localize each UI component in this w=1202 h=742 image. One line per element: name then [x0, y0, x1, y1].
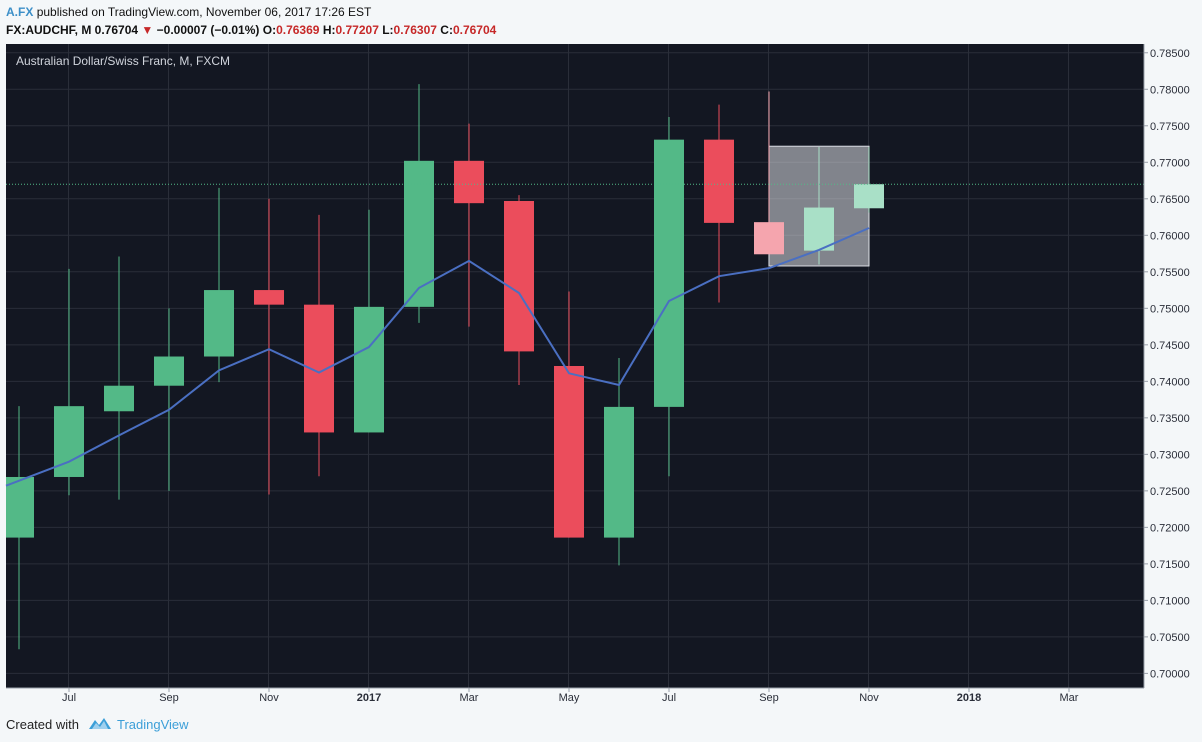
created-with-label: Created with: [6, 717, 79, 732]
moving-average-line: [5, 227, 870, 487]
tradingview-link[interactable]: TradingView: [117, 717, 189, 732]
candle-body: [604, 406, 634, 538]
price-tick-label: 0.71500: [1150, 559, 1190, 571]
footer: Created with TradingView: [0, 706, 1202, 742]
close-value: 0.76704: [452, 23, 497, 37]
candle-body: [754, 222, 784, 255]
candle-body: [804, 207, 834, 251]
price-tick-label: 0.77500: [1150, 121, 1190, 133]
time-tick-label: 2018: [957, 692, 981, 704]
price-tick-label: 0.76000: [1150, 230, 1190, 242]
pane-label: Australian Dollar/Swiss Franc, M, FXCM: [16, 54, 230, 68]
publish-line: A.FX published on TradingView.com, Novem…: [6, 5, 371, 19]
price-tick-label: 0.75500: [1150, 267, 1190, 279]
candle-body: [504, 200, 534, 352]
time-tick-label: May: [559, 692, 580, 704]
candle-body: [154, 356, 184, 386]
candle-body: [104, 385, 134, 412]
last-price: 0.76704: [94, 23, 139, 37]
candle: [504, 195, 534, 385]
tradingview-logo-icon[interactable]: [88, 715, 112, 731]
candle-body: [254, 290, 284, 305]
price-tick-label: 0.71000: [1150, 595, 1190, 607]
time-axis[interactable]: [6, 688, 1202, 706]
price-tick-label: 0.74500: [1150, 340, 1190, 352]
price-tick-label: 0.72500: [1150, 486, 1190, 498]
candle: [154, 308, 184, 491]
price-tick-label: 0.78500: [1150, 48, 1190, 60]
candle-body: [554, 366, 584, 538]
candle: [704, 104, 734, 303]
open-value: 0.76369: [276, 23, 320, 37]
publish-header: A.FX published on TradingView.com, Novem…: [0, 0, 1202, 44]
price-tick-label: 0.77000: [1150, 157, 1190, 169]
author-link[interactable]: A.FX: [6, 5, 34, 19]
symbol-label: FX:AUDCHF, M: [6, 23, 92, 37]
candle: [104, 256, 134, 500]
candle-body: [454, 160, 484, 204]
candle: [354, 209, 384, 433]
close-label: C:: [440, 23, 453, 37]
price-ticks: 0.70000 0.70500 0.71000 0.71500 0.72000 0.725…: [1143, 44, 1190, 688]
high-value: 0.77207: [335, 23, 379, 37]
candle-body: [204, 290, 234, 357]
open-label: O:: [262, 23, 277, 37]
price-tick-label: 0.76500: [1150, 194, 1190, 206]
candle-body: [654, 139, 684, 407]
time-tick-label: Jul: [62, 692, 76, 704]
price-tick-label: 0.73000: [1150, 449, 1190, 461]
candle: [754, 91, 784, 255]
candle: [454, 123, 484, 327]
price-tick-label: 0.72000: [1150, 522, 1190, 534]
price-axis[interactable]: [1144, 44, 1202, 688]
time-tick-label: Mar: [460, 692, 479, 704]
ohlc-line: FX:AUDCHF, M 0.76704 ▼ −0.00007 (−0.01%)…: [6, 23, 496, 37]
time-tick-label: Sep: [759, 692, 779, 704]
candle: [554, 291, 584, 538]
candle: [6, 406, 34, 650]
candle-body: [704, 139, 734, 223]
candle-body: [6, 476, 34, 538]
high-label: H:: [322, 23, 336, 37]
published-text: published on TradingView.com, November 0…: [36, 5, 372, 19]
change-value: −0.00007 (−0.01%): [156, 23, 260, 37]
candle: [254, 198, 284, 495]
low-value: 0.76307: [393, 23, 437, 37]
price-tick-label: 0.78000: [1150, 84, 1190, 96]
candle: [604, 357, 634, 566]
candle-body: [404, 160, 434, 307]
moving-average-path: [5, 227, 870, 487]
candles: [6, 84, 884, 650]
time-tick-label: 2017: [357, 692, 381, 704]
price-tick-label: 0.75000: [1150, 303, 1190, 315]
price-tick-label: 0.73500: [1150, 413, 1190, 425]
price-tick-label: 0.70500: [1150, 632, 1190, 644]
price-chart[interactable]: 0.70000 0.70500 0.71000 0.71500 0.72000 0.725…: [0, 44, 1202, 706]
candle-body: [854, 184, 884, 209]
low-label: L:: [382, 23, 394, 37]
candle-body: [354, 306, 384, 433]
down-arrow-icon: ▼: [141, 23, 154, 37]
time-tick-label: Nov: [259, 692, 279, 704]
price-tick-label: 0.70000: [1150, 668, 1190, 680]
time-tick-label: Mar: [1060, 692, 1079, 704]
candle: [804, 146, 834, 265]
time-tick-label: Sep: [159, 692, 179, 704]
candle: [854, 146, 884, 213]
time-tick-label: Jul: [662, 692, 676, 704]
time-tick-label: Nov: [859, 692, 879, 704]
price-tick-label: 0.74000: [1150, 376, 1190, 388]
candle: [204, 187, 234, 383]
time-ticks: Jul Sep Nov 2017 Mar May Jul Sep Nov 2018 Mar: [6, 687, 1144, 704]
